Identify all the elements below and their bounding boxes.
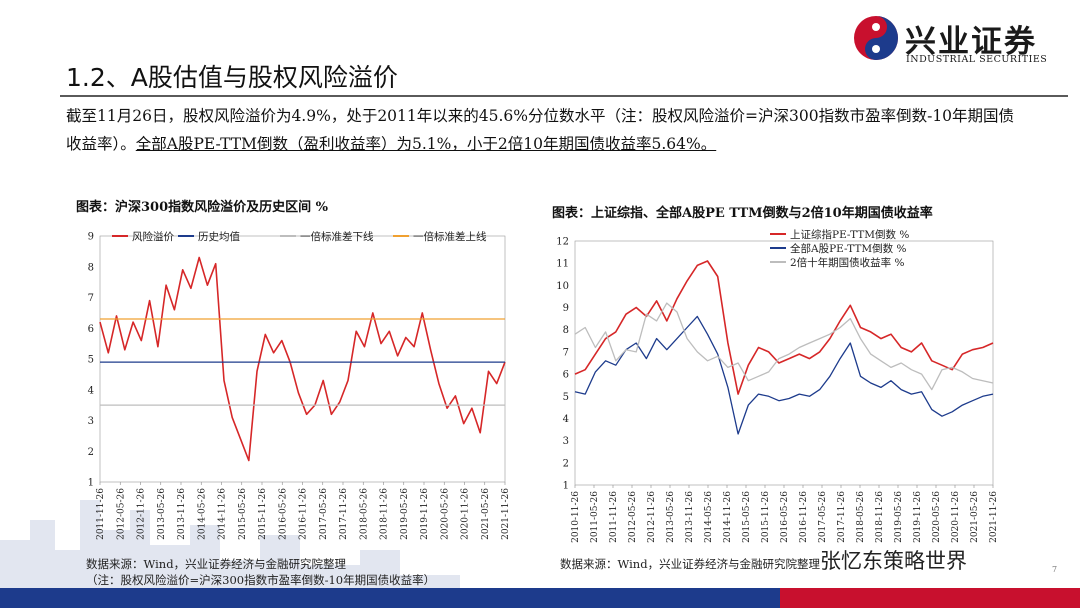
x-tick-label: 2015-05-26 — [742, 491, 752, 543]
x-tick-label: 2018-11-26 — [875, 491, 885, 543]
x-tick-label: 2020-11-26 — [951, 491, 961, 543]
y-tick-label: 12 — [556, 237, 569, 248]
x-tick-label: 2017-11-26 — [339, 488, 349, 540]
y-tick-label: 2 — [563, 458, 569, 469]
x-tick-label: 2019-05-26 — [400, 488, 410, 540]
y-tick-label: 7 — [88, 293, 94, 304]
x-tick-label: 2010-11-26 — [571, 491, 581, 543]
page-number: 7 — [1052, 565, 1058, 574]
page-title: 1.2、A股估值与股权风险溢价 — [66, 63, 398, 92]
y-tick-label: 6 — [88, 324, 94, 335]
x-tick-label: 2017-11-26 — [837, 491, 847, 543]
series-line-2 — [574, 302, 994, 391]
y-tick-label: 7 — [563, 347, 569, 358]
summary-text-2-underlined: 全部A股PE-TTM倒数（盈利收益率）为5.1%，小于2倍10年期国债收益率5.… — [135, 135, 717, 153]
y-tick-label: 3 — [88, 416, 94, 427]
x-tick-label: 2020-05-26 — [440, 488, 450, 540]
skyline-decoration — [0, 500, 460, 588]
x-tick-label: 2016-11-26 — [299, 488, 309, 540]
x-tick-label: 2015-11-26 — [761, 491, 771, 543]
x-tick-label: 2019-11-26 — [420, 488, 430, 540]
plot-frame — [574, 240, 994, 486]
x-tick-label: 2013-11-26 — [177, 488, 187, 540]
y-tick-label: 1 — [88, 478, 94, 489]
x-tick-label: 2016-11-26 — [799, 491, 809, 543]
x-tick-label: 2014-11-26 — [218, 488, 228, 540]
x-tick-label: 2014-05-26 — [197, 488, 207, 540]
x-tick-label: 2013-11-26 — [685, 491, 695, 543]
series-line-0 — [99, 256, 506, 462]
brand-name: 兴业证券 — [905, 24, 1037, 60]
x-tick-label: 2014-11-26 — [723, 491, 733, 543]
y-tick-label: 2 — [88, 447, 94, 458]
watermark-text: 张忆东策略世界 — [820, 549, 967, 573]
x-tick-label: 2014-05-26 — [704, 491, 714, 543]
y-tick-label: 5 — [88, 355, 94, 366]
y-tick-label: 11 — [556, 259, 569, 270]
legend-label: 一倍标准差上线 — [413, 230, 487, 243]
chart1-source: 数据来源：Wind，兴业证券经济与金融研究院整理 — [86, 557, 347, 571]
title-divider — [60, 95, 1068, 97]
summary-paragraph: 截至11月26日，股权风险溢价为4.9%，处于2011年以来的45.6%分位数水… — [66, 102, 1026, 158]
y-tick-label: 4 — [88, 385, 94, 396]
legend-label: 风险溢价 — [132, 230, 174, 243]
plot-frame — [99, 235, 506, 483]
x-tick-label: 2013-05-26 — [666, 491, 676, 543]
legend-label: 上证综指PE-TTM倒数 % — [790, 228, 909, 241]
x-tick-label: 2017-05-26 — [319, 488, 329, 540]
brand-logo-icon — [854, 16, 898, 60]
y-tick-label: 8 — [88, 262, 94, 273]
x-tick-label: 2012-11-26 — [137, 488, 147, 540]
x-tick-label: 2019-05-26 — [894, 491, 904, 543]
x-tick-label: 2019-11-26 — [913, 491, 923, 543]
x-tick-label: 2021-11-26 — [501, 488, 511, 540]
legend-label: 2倍十年期国债收益率 % — [790, 256, 905, 269]
chart1-title: 图表：沪深300指数风险溢价及历史区间 % — [76, 200, 329, 215]
x-tick-label: 2012-11-26 — [647, 491, 657, 543]
x-tick-label: 2018-11-26 — [380, 488, 390, 540]
x-tick-label: 2018-05-26 — [359, 488, 369, 540]
series-line-1 — [574, 315, 994, 435]
x-tick-label: 2016-05-26 — [780, 491, 790, 543]
y-tick-label: 4 — [563, 414, 569, 425]
chart1-note: （注：股权风险溢价=沪深300指数市盈率倒数-10年期国债收益率） — [86, 573, 436, 587]
y-tick-label: 1 — [563, 481, 569, 492]
x-tick-label: 2020-11-26 — [461, 488, 471, 540]
x-tick-label: 2012-05-26 — [628, 491, 638, 543]
x-tick-label: 2011-05-26 — [590, 491, 600, 543]
x-tick-label: 2016-05-26 — [278, 488, 288, 540]
series-line-0 — [574, 260, 994, 395]
x-tick-label: 2011-11-26 — [609, 491, 619, 543]
y-tick-label: 9 — [563, 303, 569, 314]
y-tick-label: 6 — [563, 370, 569, 381]
y-tick-label: 10 — [556, 281, 569, 292]
x-tick-label: 2021-05-26 — [481, 488, 491, 540]
x-tick-label: 2013-05-26 — [157, 488, 167, 540]
chart2-title: 图表：上证综指、全部A股PE TTM倒数与2倍10年期国债收益率 — [552, 206, 933, 221]
y-tick-label: 3 — [563, 436, 569, 447]
x-tick-label: 2020-05-26 — [932, 491, 942, 543]
x-tick-label: 2021-11-26 — [989, 491, 999, 543]
x-tick-label: 2017-05-26 — [818, 491, 828, 543]
x-tick-label: 2015-11-26 — [258, 488, 268, 540]
x-tick-label: 2011-11-26 — [96, 488, 106, 540]
footer-bar-red — [780, 588, 1080, 608]
y-tick-label: 5 — [563, 392, 569, 403]
x-tick-label: 2021-05-26 — [970, 491, 980, 543]
legend-label: 历史均值 — [198, 230, 240, 243]
chart2-source: 数据来源：Wind，兴业证券经济与金融研究院整理 — [560, 557, 821, 571]
legend-label: 全部A股PE-TTM倒数 % — [790, 242, 906, 255]
brand-subtitle: INDUSTRIAL SECURITIES — [906, 54, 1048, 65]
chart1-risk-premium: 1 2 3 4 5 6 7 8 9 2011-11-26 2012-05-26 2012-11-26 2… — [88, 230, 511, 540]
x-tick-label: 2018-05-26 — [856, 491, 866, 543]
y-tick-label: 9 — [88, 232, 94, 243]
summary-text-1: 截至11月26日，股权风险溢价为4.9%，处于2011年以来的45.6%分位数水… — [66, 107, 1015, 153]
x-tick-label: 2012-05-26 — [116, 488, 126, 540]
legend-label: 一倍标准差下线 — [300, 230, 374, 243]
x-tick-label: 2015-05-26 — [238, 488, 248, 540]
y-tick-label: 8 — [563, 325, 569, 336]
